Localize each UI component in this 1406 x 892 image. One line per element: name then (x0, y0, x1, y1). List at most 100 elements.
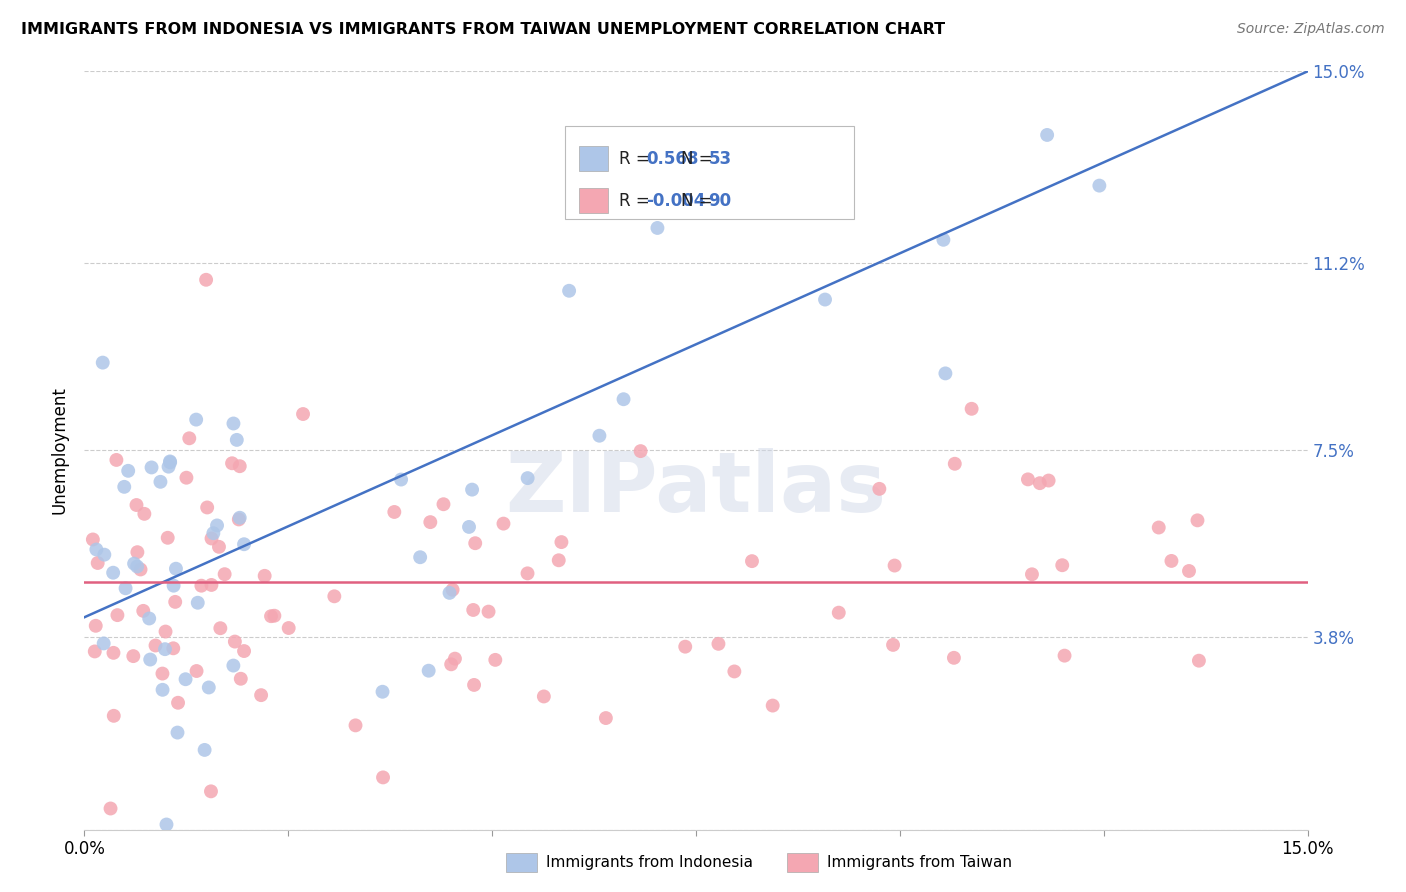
Point (673, 640, 696, 654)
Text: IMMIGRANTS FROM INDONESIA VS IMMIGRANTS FROM TAIWAN UNEMPLOYMENT CORRELATION CHA: IMMIGRANTS FROM INDONESIA VS IMMIGRANTS … (21, 22, 945, 37)
Point (492, 516, 515, 531)
Point (647, 221, 669, 235)
Point (186, 664, 208, 678)
Point (86, 542, 108, 557)
Point (868, 482, 890, 496)
Point (190, 579, 212, 593)
Point (222, 658, 245, 673)
Point (762, 698, 785, 713)
Text: N =: N = (682, 192, 713, 210)
Point (167, 696, 190, 710)
Point (112, 480, 135, 494)
Point (612, 392, 634, 407)
Point (101, 566, 124, 580)
Point (224, 634, 246, 648)
Point (229, 510, 252, 524)
Point (200, 578, 222, 592)
Point (141, 460, 163, 475)
Point (1178, 564, 1201, 578)
Point (595, 711, 617, 725)
Point (233, 537, 256, 551)
Point (419, 515, 441, 529)
Y-axis label: Unemployment: Unemployment (51, 386, 69, 515)
Text: 0.568: 0.568 (645, 150, 699, 168)
Point (208, 540, 231, 554)
Point (225, 433, 247, 447)
Point (105, 453, 128, 467)
Point (253, 569, 276, 583)
Point (516, 566, 538, 581)
Point (165, 595, 187, 609)
Point (1168, 39, 1191, 54)
Point (134, 507, 156, 521)
Point (934, 367, 956, 381)
Point (458, 520, 481, 534)
Point (228, 512, 250, 526)
Point (444, 651, 467, 665)
Point (129, 562, 152, 576)
Point (155, 624, 177, 639)
Point (707, 637, 730, 651)
Point (1036, 128, 1059, 142)
Text: ZIPatlas: ZIPatlas (506, 448, 886, 529)
Point (93, 548, 115, 562)
Point (83, 644, 105, 658)
Point (138, 611, 160, 625)
Point (132, 604, 155, 618)
Point (441, 582, 464, 597)
Point (1188, 654, 1211, 668)
Point (156, 531, 179, 545)
Point (932, 233, 955, 247)
Point (344, 718, 367, 732)
Text: 53: 53 (709, 150, 731, 168)
Point (550, 535, 572, 549)
Point (477, 605, 499, 619)
Point (195, 273, 218, 287)
Point (883, 558, 905, 573)
Point (152, 682, 174, 697)
Point (162, 641, 184, 656)
Point (533, 690, 555, 704)
Point (277, 621, 299, 635)
Text: Source: ZipAtlas.com: Source: ZipAtlas.com (1237, 22, 1385, 37)
Point (1088, 178, 1111, 193)
Point (558, 284, 581, 298)
Text: Immigrants from Indonesia: Immigrants from Indonesia (546, 855, 752, 870)
Point (145, 639, 167, 653)
Point (828, 606, 851, 620)
Point (93, 636, 115, 650)
Point (1053, 648, 1076, 663)
Point (122, 557, 145, 571)
Point (159, 455, 181, 469)
Point (103, 646, 125, 660)
Point (1017, 472, 1039, 486)
Point (107, 608, 129, 623)
Point (292, 407, 315, 421)
Point (233, 644, 256, 658)
Point (588, 428, 610, 442)
Point (942, 650, 965, 665)
Text: R =: R = (619, 150, 650, 168)
Point (741, 554, 763, 568)
Point (100, 801, 122, 815)
Text: -0.004: -0.004 (645, 192, 706, 210)
Point (165, 562, 187, 576)
Point (103, 708, 125, 723)
Text: N =: N = (682, 150, 713, 168)
Point (260, 609, 283, 624)
Point (82, 533, 104, 547)
Point (155, 817, 177, 831)
Point (516, 471, 538, 485)
Point (195, 500, 218, 515)
Point (114, 582, 136, 596)
Point (814, 293, 837, 307)
Point (197, 681, 219, 695)
Point (139, 652, 162, 666)
Point (1052, 558, 1074, 573)
Point (943, 457, 966, 471)
Text: R =: R = (619, 192, 650, 210)
Point (630, 444, 652, 458)
Point (461, 483, 484, 497)
Point (547, 553, 569, 567)
Point (250, 688, 273, 702)
